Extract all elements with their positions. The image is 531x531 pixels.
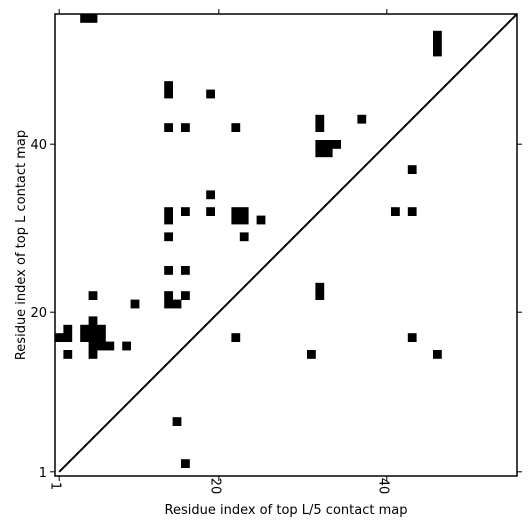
contact-cell (164, 123, 173, 132)
contact-cell (206, 190, 215, 200)
contact-cell (172, 299, 182, 309)
contact-cell (88, 316, 98, 326)
contact-cell (164, 232, 173, 242)
contact-cell (181, 266, 190, 275)
contact-cell (55, 333, 64, 342)
y-tick-label: 20 (30, 306, 47, 321)
contact-cell (164, 215, 173, 225)
contact-cell (315, 291, 325, 300)
x-tick-label: 40 (375, 478, 390, 495)
contact-cell (88, 341, 98, 351)
contact-cell (88, 350, 98, 359)
y-tick-label: 40 (30, 138, 47, 153)
contact-cell (130, 299, 140, 309)
contact-cell (63, 333, 73, 342)
contact-cell (407, 333, 417, 342)
contact-cell (433, 350, 442, 359)
contact-cell (80, 324, 89, 334)
contact-cell (307, 350, 316, 359)
contact-cell (172, 417, 182, 426)
contact-cell (97, 341, 106, 351)
contact-cell (97, 333, 106, 342)
plot-frame (54, 13, 518, 477)
contact-cell (63, 324, 73, 334)
contact-cell (88, 291, 98, 300)
contact-cell (206, 89, 215, 99)
contact-cell (315, 123, 325, 132)
contact-cell (239, 207, 249, 216)
contact-cell (80, 14, 89, 23)
y-axis-label: Residue index of top L contact map (14, 130, 29, 360)
axis-ticks: 1 20 40 1 20 40 (30, 9, 522, 494)
diagonal-line (58, 13, 518, 473)
contact-cell (433, 30, 442, 40)
contact-cell (323, 140, 333, 149)
contact-cell (105, 341, 115, 351)
x-tick-label: 1 (48, 482, 63, 490)
contact-cell (80, 333, 89, 342)
contact-cell (239, 215, 249, 225)
contact-cell (88, 324, 98, 334)
contact-cell (323, 148, 333, 158)
contact-cell (357, 114, 367, 124)
y-tick-label: 1 (39, 466, 47, 481)
contact-cell (181, 123, 190, 132)
contact-cell (315, 148, 325, 158)
contact-cell (88, 14, 98, 23)
contact-cell (164, 266, 173, 275)
contact-cell (181, 207, 190, 216)
contact-cell (63, 350, 73, 359)
contact-cells (55, 14, 442, 468)
contact-cell (391, 207, 400, 216)
contact-cell (433, 39, 442, 48)
contact-cell (164, 207, 173, 216)
contact-cell (315, 282, 325, 292)
contact-cell (256, 215, 266, 225)
contact-cell (181, 291, 190, 300)
contact-cell (407, 165, 417, 174)
contact-cell (315, 140, 325, 149)
contact-cell (231, 215, 241, 225)
contact-cell (433, 47, 442, 57)
x-tick-label: 20 (207, 478, 222, 495)
contact-cell (164, 291, 173, 300)
contact-cell (332, 140, 341, 149)
contact-cell (164, 81, 173, 90)
contact-cell (231, 123, 241, 132)
contact-cell (315, 114, 325, 124)
contact-cell (231, 207, 241, 216)
contact-cell (122, 341, 131, 351)
contact-cell (239, 232, 249, 242)
contact-cell (164, 89, 173, 99)
contact-cell (164, 299, 173, 309)
contact-cell (181, 459, 190, 468)
contact-cell (407, 207, 417, 216)
contact-cell (206, 207, 215, 216)
contact-cell (88, 333, 98, 342)
x-axis-label: Residue index of top L/5 contact map (165, 503, 408, 518)
contact-cell (231, 333, 241, 342)
contact-cell (97, 324, 106, 334)
